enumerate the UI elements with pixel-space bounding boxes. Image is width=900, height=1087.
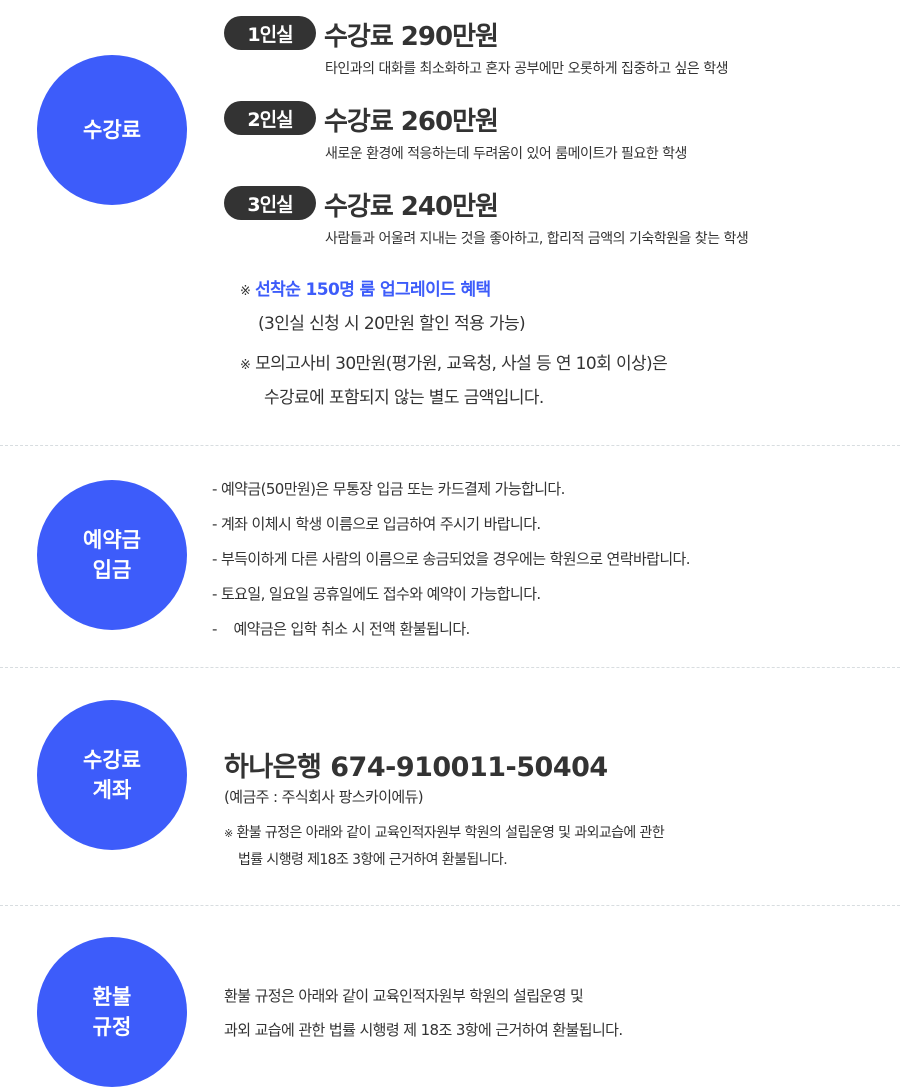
tuition-circle: 수강료: [37, 55, 187, 205]
room-badge: 3인실: [224, 186, 316, 220]
exam-fee-note: ※ 모의고사비 30만원(평가원, 교육청, 사설 등 연 10회 이상)은 수…: [240, 348, 880, 414]
room-desc: 타인과의 대화를 최소화하고 혼자 공부에만 오롯하게 집중하고 싶은 학생: [325, 61, 729, 77]
exam-line-1: 모의고사비 30만원(평가원, 교육청, 사설 등 연 10회 이상)은: [255, 354, 668, 374]
deposit-item: - 예약금(50만원)은 무통장 입금 또는 카드결제 가능합니다.: [212, 480, 565, 498]
room-price: 수강료 260만원: [324, 107, 499, 137]
reference-mark: ※: [240, 358, 251, 373]
deposit-item: - 토요일, 일요일 공휴일에도 접수와 예약이 가능합니다.: [212, 585, 541, 603]
account-refund-note: ※ 환불 규정은 아래와 같이 교육인적자원부 학원의 설립운영 및 과외교습에…: [224, 820, 665, 873]
divider: [0, 445, 900, 446]
note-line-2: 법률 시행령 제18조 3항에 근거하여 환불됩니다.: [238, 852, 508, 868]
divider: [0, 667, 900, 668]
exam-line-2: 수강료에 포함되지 않는 별도 금액입니다.: [264, 388, 544, 408]
room-price: 수강료 290만원: [324, 22, 499, 52]
refund-line-2: 과외 교습에 관한 법률 시행령 제 18조 3항에 근거하여 환불됩니다.: [224, 1021, 623, 1039]
refund-line-1: 환불 규정은 아래와 같이 교육인적자원부 학원의 설립운영 및: [224, 987, 584, 1005]
deposit-item: - 계좌 이체시 학생 이름으로 입금하여 주시기 바랍니다.: [212, 515, 541, 533]
room-badge: 2인실: [224, 101, 316, 135]
account-circle: 수강료 계좌: [37, 700, 187, 850]
deposit-item: - 부득이하게 다른 사람의 이름으로 송금되었을 경우에는 학원으로 연락바랍…: [212, 550, 691, 568]
reference-mark: ※: [240, 284, 251, 299]
benefit-note: ※ 선착순 150명 룸 업그레이드 혜택 (3인실 신청 시 20만원 할인 …: [240, 274, 880, 340]
deposit-circle: 예약금 입금: [37, 480, 187, 630]
deposit-item: - 예약금은 입학 취소 시 전액 환불됩니다.: [212, 620, 470, 638]
note-line-1: 환불 규정은 아래와 같이 교육인적자원부 학원의 설립운영 및 과외교습에 관…: [236, 825, 665, 841]
room-price: 수강료 240만원: [324, 192, 499, 222]
divider: [0, 905, 900, 906]
room-desc: 새로운 환경에 적응하는데 두려움이 있어 룸메이트가 필요한 학생: [325, 146, 687, 162]
account-holder: (예금주 : 주식회사 팡스카이에듀): [224, 788, 424, 806]
room-desc: 사람들과 어울려 지내는 것을 좋아하고, 합리적 금액의 기숙학원을 찾는 학…: [325, 231, 749, 247]
room-badge: 1인실: [224, 16, 316, 50]
reference-mark: ※: [224, 827, 233, 840]
benefit-sub: (3인실 신청 시 20만원 할인 적용 가능): [258, 314, 526, 334]
bank-account: 하나은행 674-910011-50404: [224, 752, 608, 783]
refund-circle: 환불 규정: [37, 937, 187, 1087]
benefit-title: 선착순 150명 룸 업그레이드 혜택: [255, 280, 491, 300]
